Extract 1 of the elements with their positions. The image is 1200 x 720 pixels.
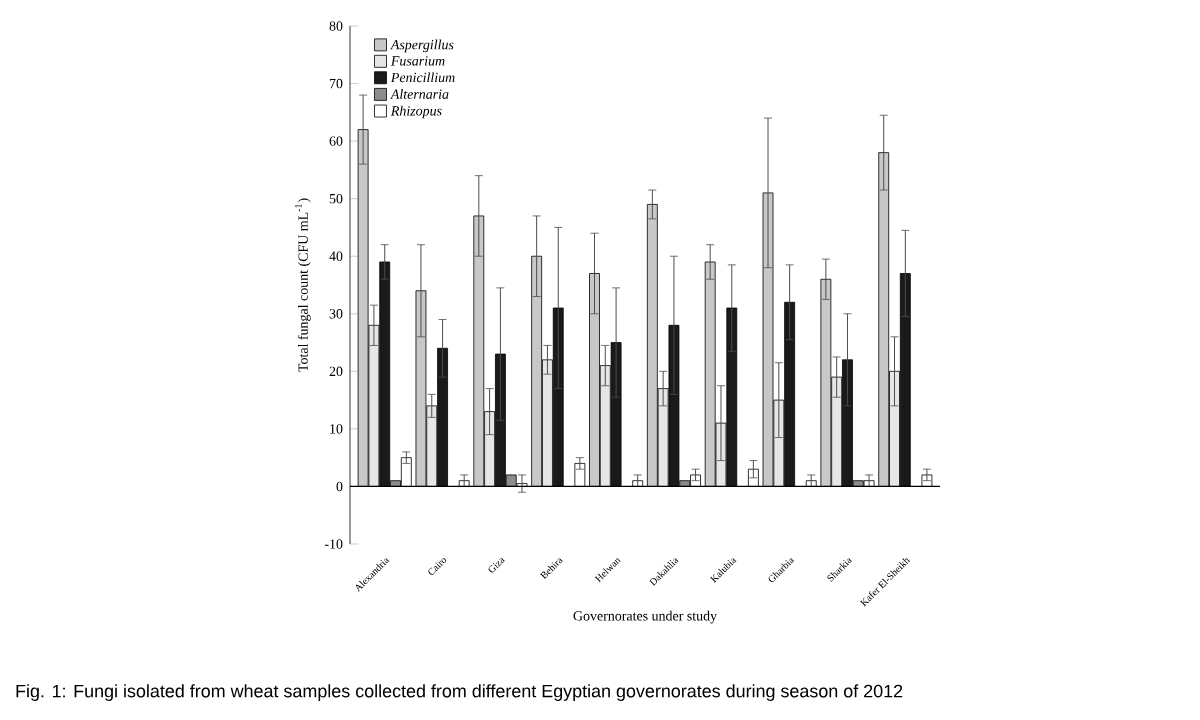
caption: Fig. 1: Fungi isolated from wheat samples collected from different Egyptian governorates during season of 2012 bbox=[16, 684, 903, 701]
